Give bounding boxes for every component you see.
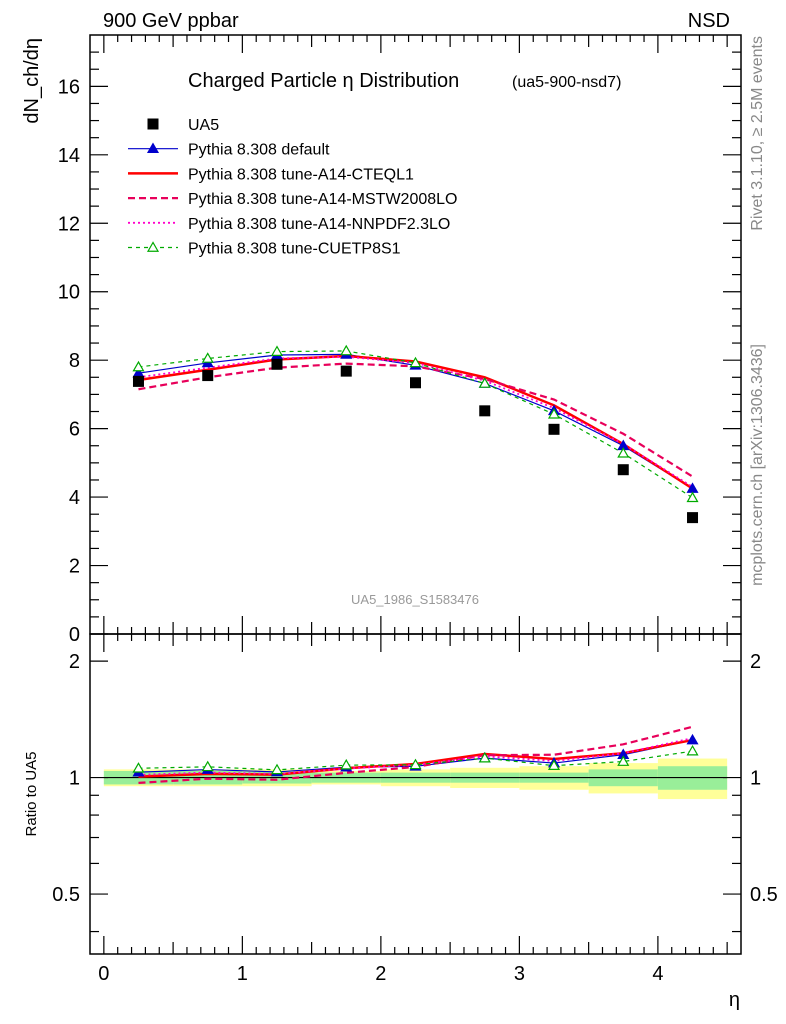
x-tick-label: 4 [652,963,663,985]
legend-label-3: Pythia 8.308 tune-A14-NNPDF2.3LO [188,216,450,233]
x-tick-label: 2 [375,963,386,985]
ratio-point-0 [686,733,699,745]
ratio-point-4 [201,760,214,772]
series-point-4 [340,344,353,356]
y-tick-label: 2 [69,556,80,578]
series-point-4 [270,345,284,356]
header-left: 900 GeV ppbar [103,10,239,32]
legend-label-4: Pythia 8.308 tune-CUETP8S1 [188,241,401,258]
ratio-point-4 [340,758,353,770]
data-points [132,344,699,777]
ratio-point-4 [132,762,145,773]
ratio-tick-label-left: 0.5 [52,884,80,906]
ratio-plot-frame [89,633,742,955]
series-line-1 [138,354,694,490]
ratio-point-4 [617,755,630,766]
ratio-tick-label-right: 1 [750,768,761,790]
legend-marker-4 [146,241,160,252]
axis-ticks [90,35,741,954]
ratio-tick-label-right: 0.5 [750,884,778,906]
legend-label-data: UA5 [188,117,219,134]
y-tick-label: 12 [58,213,80,235]
mcplots-label: mcplots.cern.ch [arXiv:1306.3436] [749,344,766,586]
y-tick-label: 8 [69,350,80,372]
ratio-point-4 [409,758,422,770]
x-axis-label: η [729,989,740,1011]
series-line-0 [138,353,693,490]
series-point-4 [686,491,699,503]
header-right: NSD [688,10,730,32]
series-line-4 [138,350,693,499]
ratio-tick-label-right: 2 [750,651,761,673]
data-point [479,405,491,417]
ratio-point-4 [270,763,284,775]
data-point [687,512,699,524]
data-point [271,358,283,370]
analysis-label: UA5_1986_S1583476 [351,592,479,607]
data-point [548,423,560,435]
y-tick-label: 16 [58,76,80,98]
x-tick-label: 1 [237,963,248,985]
data-point [617,464,629,476]
x-tick-label: 0 [98,963,109,985]
ratio-axis-label: Ratio to UA5 [23,751,40,836]
y-tick-label: 4 [69,487,80,509]
ratio-point-4 [547,759,561,771]
data-point [202,370,214,382]
chart-title: Charged Particle η Distribution [188,70,459,92]
ratio-tick-label-left: 1 [69,768,80,790]
series-point-4 [617,447,630,458]
legend-label-0: Pythia 8.308 default [188,142,330,159]
ratio-point-4 [478,751,491,763]
chart-subtitle: (ua5-900-nsd7) [512,74,621,91]
legend-marker-0 [146,142,160,154]
series-lines [138,350,694,784]
ratio-tick-label-left: 2 [69,651,80,673]
series-point-4 [201,352,214,363]
series-point-4 [132,360,145,372]
legend: UA5 Pythia 8.308 default Pythia 8.308 tune… [128,117,457,258]
data-point [410,377,421,389]
series-point-4 [478,377,491,388]
rivet-version-label: Rivet 3.1.10, ≥ 2.5M events [749,36,766,231]
data-point [132,375,144,387]
legend-label-2: Pythia 8.308 tune-A14-MSTW2008LO [188,191,457,208]
x-tick-label: 3 [514,963,525,985]
series-point-4 [547,408,561,419]
y-tick-label: 0 [69,624,80,646]
ratio-point-4 [686,744,699,756]
y-tick-label: 14 [58,145,80,167]
data-point [340,365,352,377]
plot-frames [89,34,742,955]
series-point-4 [409,356,422,368]
y-tick-label: 6 [69,419,80,441]
y-tick-label: 10 [58,282,80,304]
series-line-3 [138,355,693,488]
y-axis-label: dN_ch/dη [21,38,43,124]
legend-label-1: Pythia 8.308 tune-A14-CTEQL1 [188,166,414,183]
legend-marker-data [147,118,159,130]
